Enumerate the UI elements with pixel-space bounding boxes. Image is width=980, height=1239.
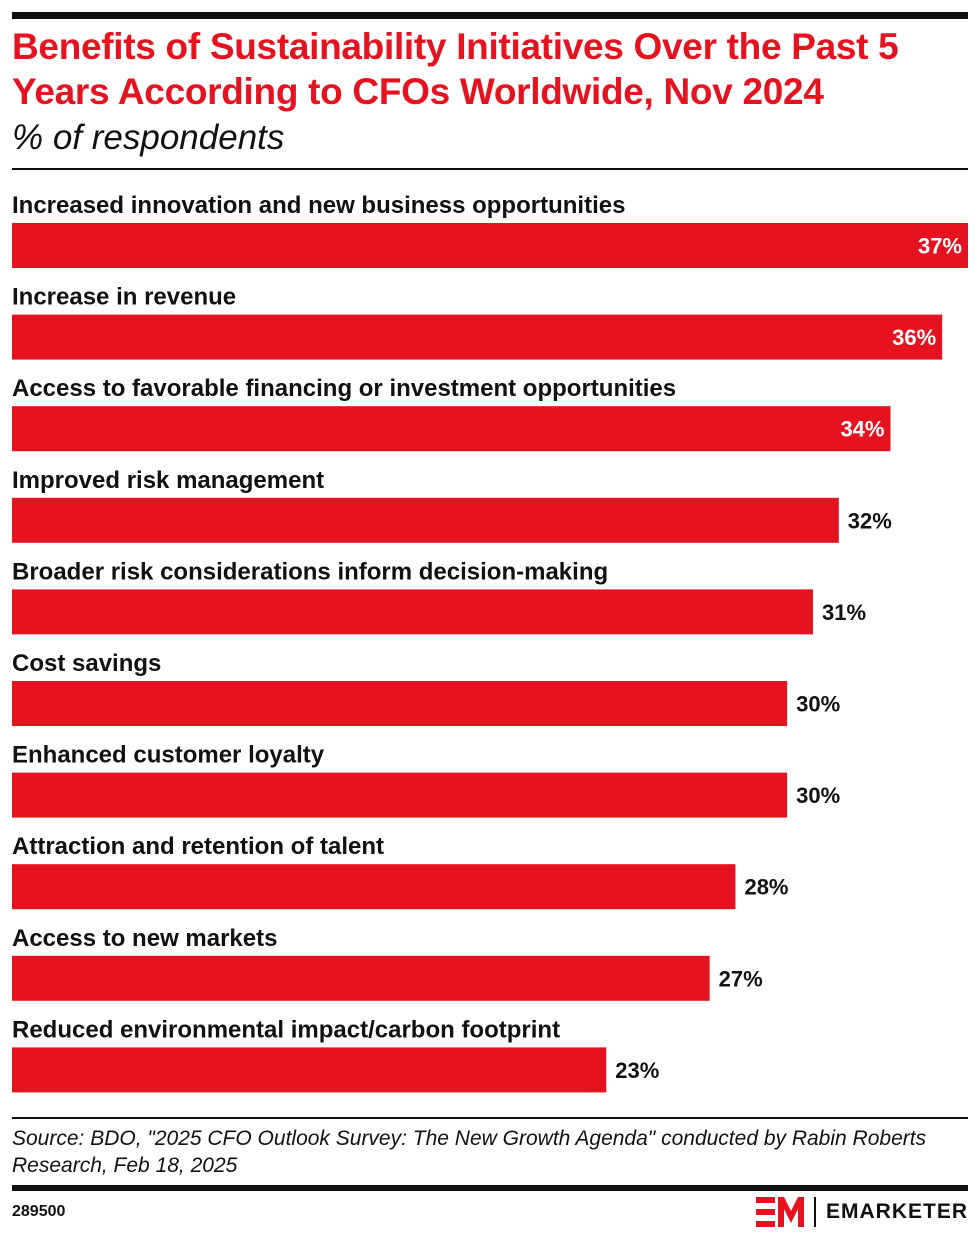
chart-title: Benefits of Sustainability Initiatives O… (12, 26, 899, 112)
bar (12, 955, 710, 1001)
category-label: Cost savings (12, 650, 161, 677)
emarketer-logo: EMARKETER (755, 1196, 968, 1228)
chart-subtitle: % of respondents (12, 118, 285, 157)
value-label: 31% (822, 600, 866, 625)
value-label: 23% (615, 1058, 659, 1083)
bar (12, 864, 736, 910)
category-label: Attraction and retention of talent (12, 833, 384, 860)
logo-separator (813, 1197, 816, 1227)
category-label: Access to favorable financing or investm… (12, 375, 676, 402)
top-border (12, 12, 968, 19)
bar (12, 223, 968, 268)
category-label: Broader risk considerations inform decis… (12, 558, 608, 585)
bar (12, 772, 788, 818)
bar (12, 314, 943, 360)
value-label: 32% (848, 508, 892, 533)
footer-divider (12, 1117, 968, 1119)
category-label: Increased innovation and new business op… (12, 192, 625, 219)
category-label: Improved risk management (12, 467, 324, 494)
header-divider (12, 168, 968, 170)
chart-id: 289500 (12, 1203, 66, 1220)
value-label: 30% (796, 783, 840, 808)
category-label: Increase in revenue (12, 284, 236, 311)
source-note: Source: BDO, "2025 CFO Outlook Survey: T… (12, 1127, 927, 1177)
value-label: 36% (892, 325, 936, 350)
category-label: Enhanced customer loyalty (12, 742, 325, 769)
value-label: 27% (719, 966, 763, 991)
bar (12, 589, 813, 635)
category-label: Reduced environmental impact/carbon foot… (12, 1016, 560, 1043)
em-logo-icon (755, 1197, 804, 1227)
bar (12, 406, 891, 452)
bottom-border (12, 1185, 968, 1191)
value-label: 28% (744, 875, 788, 900)
bar (12, 681, 788, 726)
value-label: 30% (796, 692, 840, 717)
value-label: 34% (840, 417, 884, 442)
bar (12, 1047, 607, 1093)
brand-name: EMARKETER (825, 1200, 968, 1223)
bar (12, 497, 839, 543)
value-label: 37% (918, 234, 962, 259)
category-label: Access to new markets (12, 925, 277, 952)
